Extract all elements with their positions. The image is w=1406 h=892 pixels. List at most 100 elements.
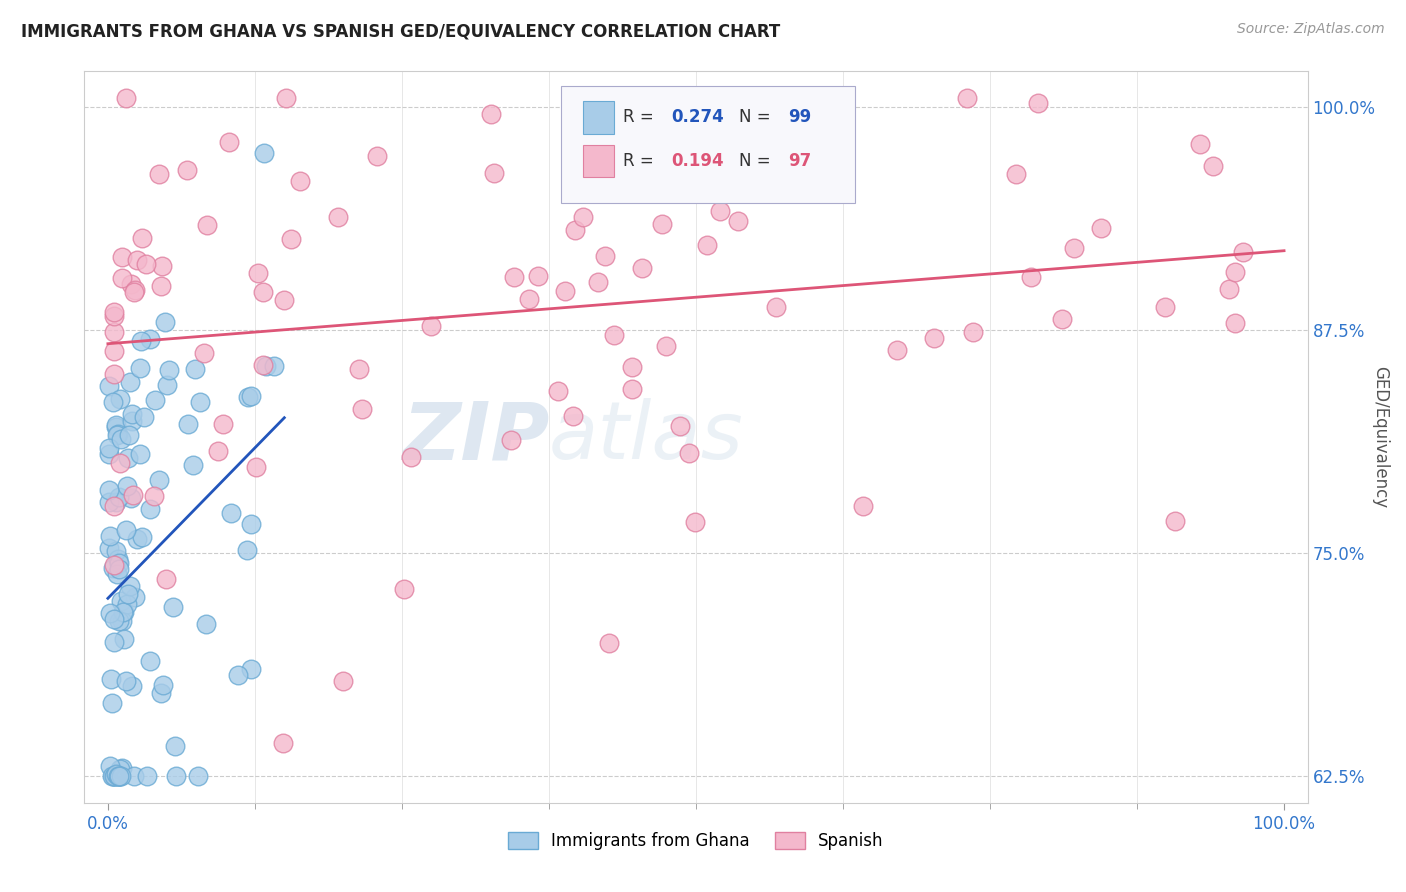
Text: 97: 97 (787, 153, 811, 170)
Point (100, 759, 122, 773)
Point (571, 210, 593, 224)
Point (253, 146, 276, 161)
Point (135, 257, 157, 271)
Point (564, 223, 586, 237)
Point (561, 409, 583, 423)
Point (98, 483, 121, 497)
Point (1050, 312, 1073, 326)
Point (98, 541, 121, 555)
Point (188, 395, 211, 409)
Text: N =: N = (738, 109, 776, 127)
Point (177, 417, 200, 432)
Point (254, 359, 277, 374)
Point (103, 368, 125, 382)
Point (117, 450, 139, 465)
Point (1026, 96, 1049, 111)
Text: R =: R = (623, 153, 658, 170)
Point (176, 163, 198, 178)
Point (727, 214, 749, 228)
Point (252, 358, 274, 372)
Point (962, 325, 984, 339)
Point (1005, 167, 1028, 181)
Point (112, 632, 135, 646)
Point (194, 617, 217, 632)
Point (105, 428, 128, 442)
Point (149, 686, 172, 700)
Point (105, 494, 128, 508)
Point (108, 763, 131, 777)
Point (103, 769, 125, 783)
Point (148, 473, 170, 487)
Point (107, 557, 129, 571)
Point (162, 599, 184, 614)
Text: 0.194: 0.194 (672, 153, 724, 170)
Point (111, 271, 134, 285)
Point (122, 285, 145, 299)
Point (118, 375, 141, 389)
Point (399, 450, 422, 465)
Point (150, 259, 173, 273)
Point (1164, 514, 1187, 528)
Point (115, 91, 138, 105)
Point (131, 530, 153, 544)
Point (366, 149, 388, 163)
Point (110, 594, 132, 608)
Point (499, 433, 522, 447)
Point (125, 533, 148, 547)
Point (108, 562, 131, 576)
Text: ZIP: ZIP (402, 398, 550, 476)
Point (98, 442, 121, 456)
Point (111, 250, 134, 264)
Text: 0.274: 0.274 (672, 109, 724, 127)
Point (132, 409, 155, 424)
Point (143, 489, 166, 503)
Point (271, 736, 294, 750)
Point (152, 678, 174, 692)
Point (124, 283, 146, 297)
Point (103, 325, 125, 339)
Point (717, 91, 740, 105)
FancyBboxPatch shape (561, 86, 855, 203)
Point (98, 379, 121, 393)
Point (648, 108, 671, 122)
Point (419, 319, 441, 334)
Point (503, 270, 526, 285)
Point (150, 279, 173, 293)
Point (122, 769, 145, 783)
Point (115, 524, 138, 538)
Point (350, 401, 373, 416)
Point (527, 268, 550, 283)
Point (709, 203, 731, 218)
Point (654, 339, 676, 353)
Point (886, 343, 908, 358)
Point (129, 447, 152, 461)
Point (1090, 220, 1112, 235)
Point (117, 586, 139, 600)
Point (157, 363, 180, 377)
Point (108, 769, 131, 783)
Point (165, 769, 187, 783)
Point (709, 91, 731, 105)
Point (124, 590, 146, 604)
Point (772, 150, 794, 164)
Point (139, 332, 162, 346)
Point (138, 654, 160, 668)
Point (696, 237, 718, 252)
Point (239, 662, 262, 676)
Point (135, 769, 157, 783)
Point (110, 761, 132, 775)
Point (924, 331, 946, 345)
Point (110, 456, 132, 470)
Text: Source: ZipAtlas.com: Source: ZipAtlas.com (1237, 22, 1385, 37)
Point (108, 392, 131, 406)
Point (121, 488, 143, 502)
Point (103, 561, 125, 575)
Point (212, 417, 235, 431)
Point (118, 427, 141, 442)
Point (852, 499, 875, 513)
Point (187, 769, 209, 783)
Point (273, 293, 295, 308)
Point (107, 491, 129, 505)
Point (479, 107, 502, 121)
Point (236, 543, 259, 558)
